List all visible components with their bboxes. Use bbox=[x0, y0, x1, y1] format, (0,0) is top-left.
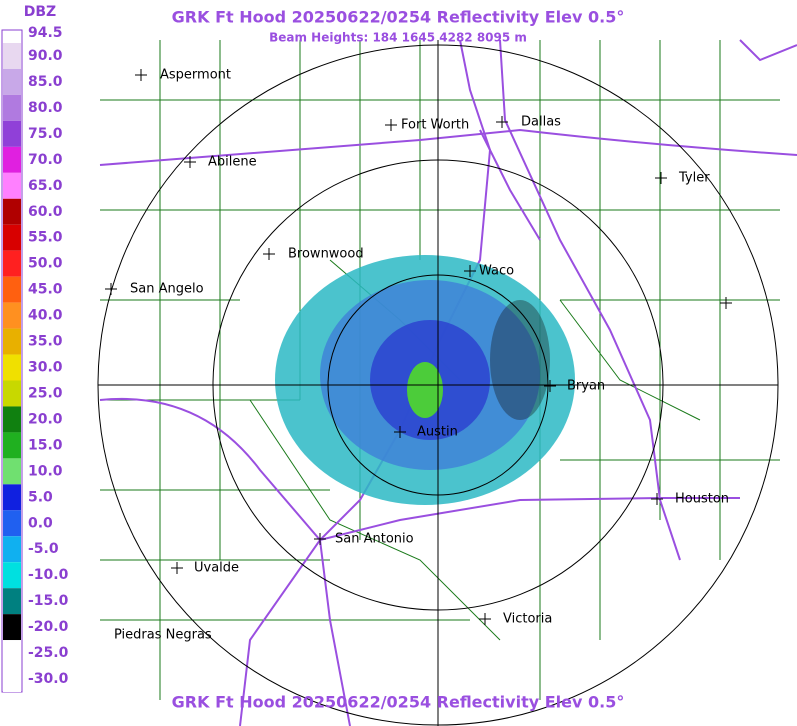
legend-swatch bbox=[3, 120, 21, 147]
legend-label: 75.0 bbox=[28, 126, 63, 142]
legend-swatch bbox=[3, 406, 21, 433]
legend-swatch bbox=[3, 380, 21, 407]
legend-swatch bbox=[3, 43, 21, 69]
legend-label: 80.0 bbox=[28, 100, 63, 116]
legend-label: -25.0 bbox=[28, 645, 69, 661]
city-label: Uvalde bbox=[194, 561, 239, 576]
legend-swatch bbox=[3, 68, 21, 95]
footer: GRK Ft Hood 20250622/0254 Reflectivity E… bbox=[172, 693, 625, 712]
city-marker bbox=[464, 265, 476, 277]
legend-label: 90.0 bbox=[28, 48, 63, 64]
legend-label: 20.0 bbox=[28, 411, 63, 427]
subtitle: Beam Heights: 184 1645 4282 8095 m bbox=[269, 31, 527, 45]
legend-swatch bbox=[3, 276, 21, 303]
legend-label: -10.0 bbox=[28, 567, 69, 583]
legend-swatch bbox=[3, 614, 21, 641]
reflectivity bbox=[275, 255, 575, 505]
legend-label: 70.0 bbox=[28, 152, 63, 168]
legend-label: 55.0 bbox=[28, 230, 63, 246]
legend-swatch bbox=[3, 536, 21, 563]
city-marker bbox=[394, 426, 406, 438]
legend-label: 25.0 bbox=[28, 385, 63, 401]
legend-label: 30.0 bbox=[28, 360, 63, 376]
legend-swatch bbox=[3, 94, 21, 121]
legend-label: -20.0 bbox=[28, 619, 69, 635]
city-label: San Angelo bbox=[130, 282, 204, 297]
legend-swatch bbox=[3, 198, 21, 225]
city-marker bbox=[263, 248, 275, 260]
legend-swatch bbox=[3, 432, 21, 459]
legend-label: 5.0 bbox=[28, 489, 53, 505]
city-marker bbox=[314, 533, 326, 545]
range-rings bbox=[97, 40, 779, 726]
city-label: Houston bbox=[675, 492, 729, 507]
city-marker bbox=[496, 116, 508, 128]
legend-swatch bbox=[3, 328, 21, 355]
legend-label: 15.0 bbox=[28, 437, 63, 453]
legend-label: 40.0 bbox=[28, 308, 63, 324]
city-marker bbox=[651, 493, 663, 505]
legend-swatch bbox=[3, 458, 21, 485]
city-marker bbox=[544, 380, 556, 392]
legend-swatch bbox=[3, 354, 21, 381]
city-label: Dallas bbox=[521, 115, 561, 130]
city-label: Brownwood bbox=[288, 247, 364, 262]
city-marker bbox=[655, 172, 667, 184]
legend-swatch bbox=[3, 146, 21, 173]
city-marker bbox=[135, 69, 147, 81]
city-label: Piedras Negras bbox=[114, 628, 212, 643]
title: GRK Ft Hood 20250622/0254 Reflectivity E… bbox=[172, 8, 625, 27]
legend-swatch bbox=[3, 562, 21, 589]
city-label: Tyler bbox=[678, 171, 710, 186]
legend-label: -15.0 bbox=[28, 593, 69, 609]
legend-label: 10.0 bbox=[28, 463, 63, 479]
legend-swatch bbox=[3, 510, 21, 537]
city-marker bbox=[105, 283, 117, 295]
city-label: Austin bbox=[417, 425, 458, 440]
city-label: Waco bbox=[479, 264, 514, 279]
legend-label: 85.0 bbox=[28, 74, 63, 90]
city-label: Aspermont bbox=[160, 68, 231, 83]
legend-swatch bbox=[3, 588, 21, 615]
legend-swatch bbox=[3, 250, 21, 277]
legend-swatch bbox=[3, 224, 21, 251]
legend-label: 65.0 bbox=[28, 178, 63, 194]
city-marker bbox=[720, 297, 732, 309]
legend-swatch bbox=[3, 666, 21, 693]
legend-label: 50.0 bbox=[28, 256, 63, 272]
legend-swatch bbox=[3, 484, 21, 511]
legend-label: -30.0 bbox=[28, 671, 69, 687]
city-label: Bryan bbox=[567, 379, 605, 394]
city-label: Victoria bbox=[503, 612, 552, 627]
legend-unit: DBZ bbox=[24, 4, 56, 20]
city-label: Fort Worth bbox=[401, 118, 469, 133]
legend-swatch bbox=[3, 302, 21, 329]
city-label: Abilene bbox=[208, 155, 257, 170]
legend-label: 94.5 bbox=[28, 25, 63, 41]
city-marker bbox=[171, 562, 183, 574]
legend-label: 60.0 bbox=[28, 204, 63, 220]
legend-label: 45.0 bbox=[28, 282, 63, 298]
legend-label: -5.0 bbox=[28, 541, 59, 557]
city-marker bbox=[184, 156, 196, 168]
city-label: San Antonio bbox=[335, 532, 414, 547]
legend-label: 35.0 bbox=[28, 334, 63, 350]
city-marker bbox=[385, 119, 397, 131]
city-marker bbox=[479, 613, 491, 625]
legend-swatch bbox=[3, 640, 21, 667]
legend-swatch bbox=[3, 172, 21, 199]
legend-label: 0.0 bbox=[28, 515, 53, 531]
